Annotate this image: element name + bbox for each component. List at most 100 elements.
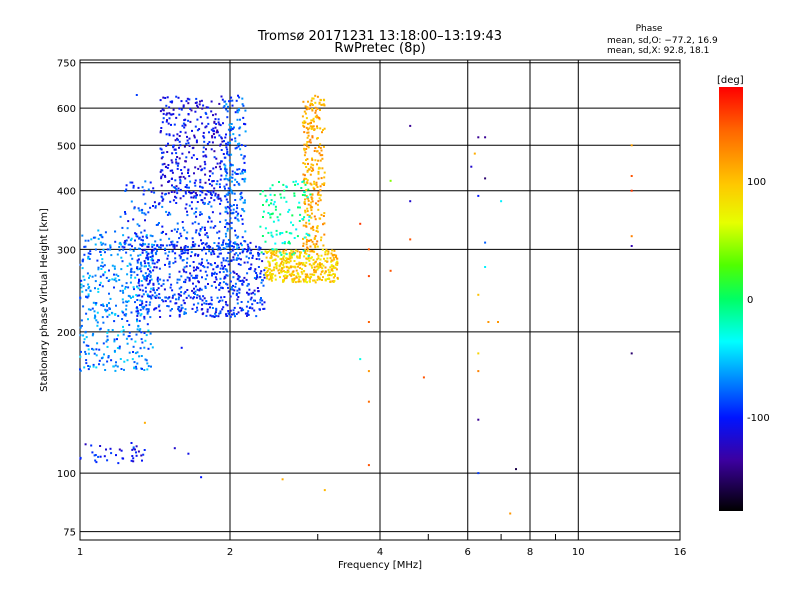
data-point bbox=[97, 229, 100, 232]
data-point bbox=[204, 285, 207, 288]
data-point bbox=[296, 183, 299, 186]
data-point bbox=[283, 189, 286, 192]
data-point bbox=[140, 355, 143, 357]
x-tick-label: 16 bbox=[674, 547, 687, 558]
data-point bbox=[304, 121, 307, 124]
data-point bbox=[209, 302, 212, 305]
data-point bbox=[230, 286, 233, 289]
data-point bbox=[255, 245, 257, 248]
data-point bbox=[99, 327, 102, 330]
data-point bbox=[278, 181, 280, 183]
data-point bbox=[182, 105, 185, 108]
data-point bbox=[216, 196, 219, 199]
data-point bbox=[106, 345, 109, 348]
data-point bbox=[139, 253, 142, 256]
data-point bbox=[190, 196, 193, 199]
data-point bbox=[298, 280, 301, 283]
data-point bbox=[143, 260, 146, 263]
data-point bbox=[298, 278, 301, 281]
data-point bbox=[212, 191, 215, 194]
data-point bbox=[108, 292, 110, 295]
data-point bbox=[309, 104, 312, 107]
data-point bbox=[165, 144, 168, 147]
data-point bbox=[215, 266, 218, 269]
data-point bbox=[180, 346, 183, 349]
data-point bbox=[204, 126, 207, 129]
data-point bbox=[317, 200, 320, 203]
data-point bbox=[113, 267, 116, 270]
data-point bbox=[177, 306, 180, 309]
data-point bbox=[316, 268, 319, 271]
data-point bbox=[155, 250, 158, 253]
data-point bbox=[175, 202, 178, 204]
data-point bbox=[234, 137, 237, 140]
data-point bbox=[173, 186, 176, 189]
data-point bbox=[242, 168, 245, 171]
data-point bbox=[179, 197, 182, 200]
data-point bbox=[272, 203, 275, 206]
data-point bbox=[246, 313, 249, 316]
data-point bbox=[198, 281, 200, 284]
data-point bbox=[327, 274, 329, 277]
data-point bbox=[135, 454, 138, 457]
data-point bbox=[128, 331, 131, 334]
data-point bbox=[422, 376, 425, 379]
data-point bbox=[241, 172, 244, 175]
data-point bbox=[216, 162, 219, 165]
data-point bbox=[164, 249, 166, 251]
data-point bbox=[192, 276, 195, 279]
data-point bbox=[149, 276, 152, 278]
data-point bbox=[224, 169, 227, 172]
data-point bbox=[193, 245, 196, 248]
data-point bbox=[121, 298, 124, 301]
data-point bbox=[316, 150, 319, 153]
data-point bbox=[149, 332, 152, 335]
data-point bbox=[134, 232, 137, 235]
data-point bbox=[189, 107, 192, 110]
data-point bbox=[174, 195, 176, 198]
data-point bbox=[314, 106, 317, 109]
data-point bbox=[186, 214, 189, 217]
data-point bbox=[333, 279, 336, 282]
data-point bbox=[329, 280, 332, 283]
data-point bbox=[202, 150, 205, 153]
data-point bbox=[206, 236, 209, 239]
data-point bbox=[294, 183, 297, 186]
data-point bbox=[222, 241, 225, 244]
data-point bbox=[630, 245, 633, 247]
data-point bbox=[308, 259, 311, 262]
data-point bbox=[106, 309, 109, 312]
data-point bbox=[319, 263, 321, 266]
data-point bbox=[163, 288, 166, 291]
data-point bbox=[194, 293, 196, 295]
data-point bbox=[168, 112, 171, 115]
data-point bbox=[318, 217, 321, 220]
data-point bbox=[308, 234, 311, 237]
data-point bbox=[236, 247, 239, 250]
data-point bbox=[91, 275, 94, 278]
data-point bbox=[144, 276, 147, 279]
data-point bbox=[240, 214, 242, 217]
data-point bbox=[293, 237, 296, 239]
data-point bbox=[225, 108, 228, 111]
data-point bbox=[324, 259, 327, 262]
colorbar-label: [deg] bbox=[717, 75, 744, 86]
data-point bbox=[313, 129, 316, 131]
data-point bbox=[244, 230, 247, 233]
data-point bbox=[144, 339, 147, 342]
data-point bbox=[323, 222, 326, 225]
data-point bbox=[219, 186, 221, 189]
data-point bbox=[306, 131, 309, 134]
data-point bbox=[165, 192, 167, 195]
data-point bbox=[220, 137, 223, 140]
data-point bbox=[208, 217, 211, 220]
data-point bbox=[306, 210, 309, 213]
data-point bbox=[277, 219, 280, 222]
data-point bbox=[314, 271, 317, 274]
data-point bbox=[271, 212, 274, 215]
data-point bbox=[298, 275, 301, 278]
data-point bbox=[116, 347, 119, 349]
data-point bbox=[162, 230, 164, 233]
